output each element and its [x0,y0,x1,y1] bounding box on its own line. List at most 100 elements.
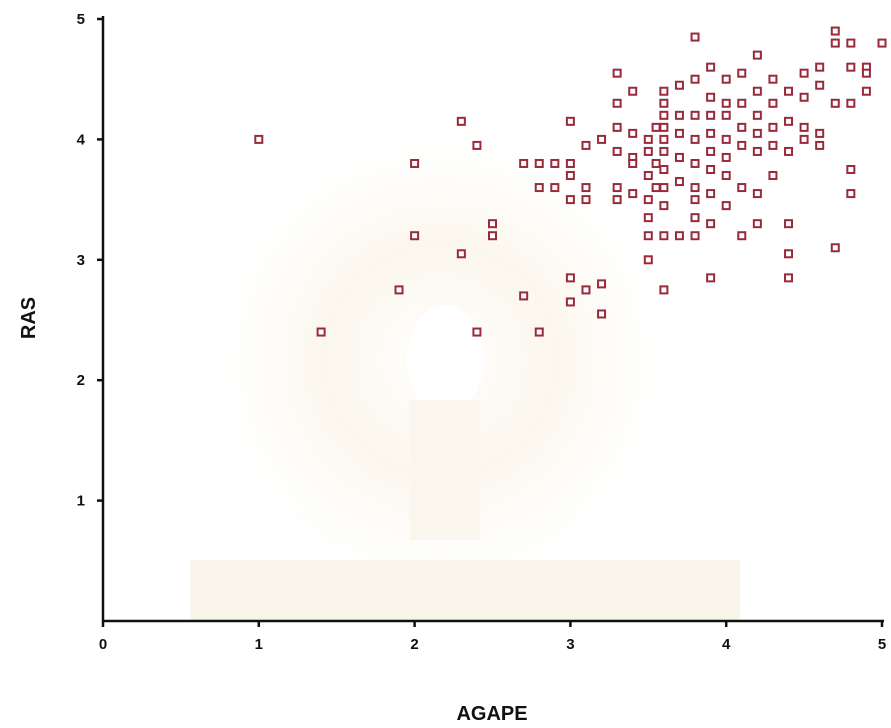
data-point [254,134,264,144]
data-point [659,110,669,120]
data-point [534,158,544,168]
data-point [565,195,575,205]
data-point [830,98,840,108]
data-point [690,183,700,193]
data-point [674,110,684,120]
data-point [565,158,575,168]
data-point [690,74,700,84]
data-point [752,219,762,229]
data-point [674,177,684,187]
data-point [737,122,747,132]
data-point [846,165,856,174]
data-point [752,110,762,120]
data-point [674,152,684,162]
data-point [846,189,856,199]
data-point [721,171,731,181]
data-point [456,249,466,259]
data-point [799,92,809,102]
x-tick-label: 4 [722,636,731,653]
data-point [612,122,622,132]
data-point [519,158,529,168]
data-point [659,98,669,108]
x-tick-label: 2 [410,636,418,653]
y-axis-ticks: 1 2 3 4 5 [77,11,103,510]
data-point [659,146,669,156]
data-point [752,146,762,156]
data-point [659,183,669,193]
data-point [752,86,762,96]
data-point [690,158,700,168]
x-tick-label: 1 [255,636,263,653]
data-points [254,26,887,337]
data-point [612,68,622,78]
y-tick-label: 3 [77,252,85,269]
data-point [706,165,716,174]
data-point [784,86,794,96]
data-point [721,110,731,120]
data-point [815,140,825,150]
data-point [643,213,653,223]
data-point [690,134,700,144]
data-point [768,140,778,150]
data-point [706,146,716,156]
data-point [612,98,622,108]
data-point [565,171,575,181]
data-point [721,134,731,144]
data-point [846,62,856,72]
data-point [752,50,762,60]
data-point [784,249,794,259]
data-point [651,122,661,132]
y-axis-title: RAS [18,297,40,339]
data-point [659,231,669,241]
x-tick-label: 3 [566,636,574,653]
data-point [612,183,622,193]
data-point [534,183,544,193]
data-point [737,68,747,78]
data-point [877,38,887,48]
data-point [721,152,731,162]
data-point [706,273,716,283]
data-point [565,297,575,307]
axes [101,16,884,623]
data-point [659,122,669,132]
data-point [597,279,607,289]
x-axis-ticks: 0 1 2 3 4 5 [99,621,886,653]
x-tick-label: 0 [99,636,107,653]
data-point [861,68,871,78]
data-point [706,62,716,72]
data-point [706,92,716,102]
data-point [316,327,326,337]
data-point [643,255,653,265]
y-tick-label: 2 [77,372,85,389]
data-point [830,243,840,253]
seal-watermark [180,100,740,620]
data-point [628,86,638,96]
data-point [799,122,809,132]
data-point [456,116,466,126]
data-point [815,62,825,72]
data-point [690,213,700,223]
data-point [784,273,794,283]
data-point [550,183,560,193]
data-point [643,171,653,181]
x-tick-label: 5 [878,636,886,653]
data-point [597,309,607,319]
data-point [690,110,700,120]
data-point [643,134,653,144]
data-point [815,128,825,138]
data-point [565,116,575,126]
data-point [799,134,809,144]
data-point [721,201,731,211]
data-point [799,68,809,78]
data-point [784,219,794,229]
data-point [706,219,716,229]
data-point [737,183,747,193]
data-point [643,146,653,156]
data-point [581,183,591,193]
data-point [659,134,669,144]
data-point [752,189,762,199]
data-point [830,38,840,48]
data-point [581,285,591,295]
data-point [534,327,544,337]
